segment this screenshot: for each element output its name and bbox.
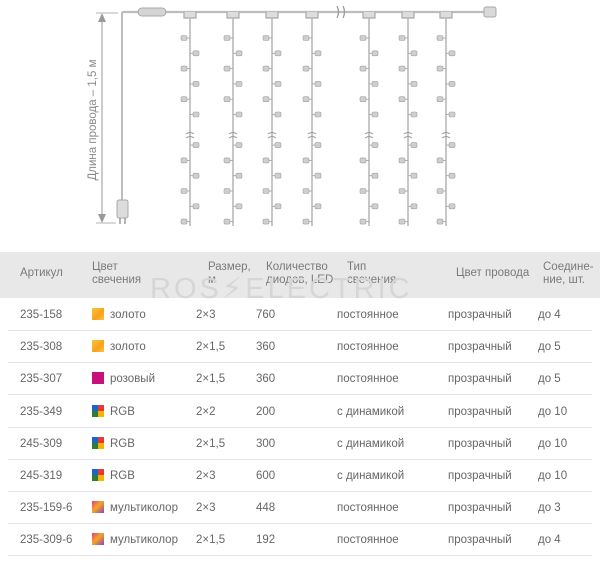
cell-size: 2×3	[196, 309, 216, 321]
cell-color: золото	[110, 309, 146, 321]
cell-article: 245-319	[20, 470, 63, 482]
led-strands	[180, 12, 456, 226]
cell-leds: 300	[256, 437, 276, 450]
cell-type: с динамикой	[337, 405, 405, 418]
cell-leds: 760	[256, 309, 276, 321]
header-wire-color: Цвет провода	[456, 267, 530, 279]
table-row: 235-308 золото 2×1,5 360 постоянное прозрачны…	[0, 331, 600, 364]
cell-article: 235-159-6	[20, 502, 73, 515]
header-connection: Соедине-ние, шт.	[543, 261, 594, 286]
diagram-static-parts	[96, 5, 497, 224]
cell-type: постоянное	[337, 309, 399, 321]
cell-color: мультиколор	[110, 502, 178, 515]
cell-size: 2×3	[196, 470, 216, 482]
cell-type: постоянное	[337, 373, 399, 386]
cell-leds: 600	[256, 470, 276, 482]
power-plug-icon	[116, 199, 129, 224]
table-row: 235-307 розовый 2×1,5 360 постоянное прозрачн…	[0, 363, 600, 396]
header-size: Размер, м	[208, 261, 251, 286]
row-divider	[8, 426, 592, 428]
cell-article: 235-158	[20, 309, 63, 321]
row-divider	[8, 555, 592, 557]
header-glow-type: Тип свечения	[347, 261, 397, 286]
cell-article: 235-307	[20, 373, 63, 386]
cell-article: 235-308	[20, 341, 63, 354]
cell-wire: прозрачный	[448, 405, 512, 418]
color-swatch	[92, 404, 104, 417]
cell-connect: до 10	[538, 470, 568, 482]
table-row: 245-319 RGB 2×3 600 с динамикой прозрачный до …	[0, 460, 600, 492]
cell-connect: до 10	[538, 437, 568, 450]
cell-color: RGB	[110, 405, 135, 418]
table-row: 235-158 золото 2×3 760 постоянное прозрачный д…	[0, 299, 600, 331]
row-divider	[8, 330, 592, 331]
color-swatch	[92, 533, 104, 546]
header-led-count: Количество диодов, LED	[266, 261, 334, 286]
table-header: Артикул Цвет свечения Размер, м Количество…	[0, 252, 600, 298]
length-arrow	[96, 12, 118, 224]
cell-wire: прозрачный	[448, 437, 512, 450]
wire-length-label: Длина провода – 1,5 м	[87, 59, 99, 180]
cell-wire: прозрачный	[448, 502, 512, 515]
color-swatch	[92, 501, 104, 514]
row-divider	[8, 523, 592, 525]
cell-connect: до 5	[538, 373, 561, 386]
cell-leds: 360	[256, 341, 276, 354]
color-swatch	[92, 436, 104, 449]
cell-article: 235-349	[20, 405, 63, 418]
cell-connect: до 5	[538, 341, 561, 354]
watermark-logo: ROS⚡ELECTRIC	[150, 273, 413, 305]
cell-type: постоянное	[337, 502, 399, 515]
cell-type: с динамикой	[337, 437, 405, 450]
cell-wire: прозрачный	[448, 534, 512, 547]
cell-size: 2×3	[196, 502, 216, 515]
cell-leds: 200	[256, 405, 276, 418]
cell-wire: прозрачный	[448, 470, 512, 482]
cell-connect: до 4	[538, 534, 561, 547]
cell-size: 2×1,5	[196, 534, 226, 547]
cell-wire: прозрачный	[448, 373, 512, 386]
cell-connect: до 3	[538, 502, 561, 515]
cell-wire: прозрачный	[448, 341, 512, 354]
cell-leds: 192	[256, 534, 276, 547]
table-row: 235-309-6 мультиколор 2×1,5 192 постоянное пр…	[0, 524, 600, 557]
cell-leds: 448	[256, 502, 276, 515]
cell-wire: прозрачный	[448, 309, 512, 321]
header-article: Артикул	[20, 267, 63, 279]
color-swatch	[92, 340, 104, 353]
cell-size: 2×1,5	[196, 373, 226, 386]
cell-type: с динамикой	[337, 470, 405, 482]
row-divider	[8, 362, 592, 364]
row-divider	[8, 394, 592, 396]
color-swatch	[92, 372, 104, 385]
led-curtain-diagram: Длина провода – 1,5 м	[87, 5, 497, 226]
cell-color: розовый	[110, 373, 156, 386]
cell-connect: до 10	[538, 405, 568, 418]
row-divider	[8, 458, 592, 460]
cell-size: 2×2	[196, 405, 216, 418]
cell-color: золото	[110, 341, 146, 354]
cell-color: мультиколор	[110, 534, 178, 547]
cell-type: постоянное	[337, 534, 399, 547]
table-row: 235-349 RGB 2×2 200 с динамикой прозрачный до …	[0, 396, 600, 428]
cell-color: RGB	[110, 437, 135, 450]
cell-color: RGB	[110, 470, 135, 482]
row-divider	[8, 491, 592, 492]
cell-article: 235-309-6	[20, 534, 73, 547]
cell-type: постоянное	[337, 341, 399, 354]
table-row: 235-159-6 мультиколор 2×3 448 постоянное проз…	[0, 492, 600, 525]
cell-size: 2×1,5	[196, 437, 226, 450]
cell-article: 245-309	[20, 437, 63, 450]
cell-connect: до 4	[538, 309, 561, 321]
header-color: Цвет свечения	[92, 261, 142, 286]
color-swatch	[92, 469, 104, 481]
color-swatch	[92, 308, 104, 320]
cell-leds: 360	[256, 373, 276, 386]
table-row: 245-309 RGB 2×1,5 300 с динамикой прозрачный д…	[0, 428, 600, 460]
cell-size: 2×1,5	[196, 341, 226, 354]
